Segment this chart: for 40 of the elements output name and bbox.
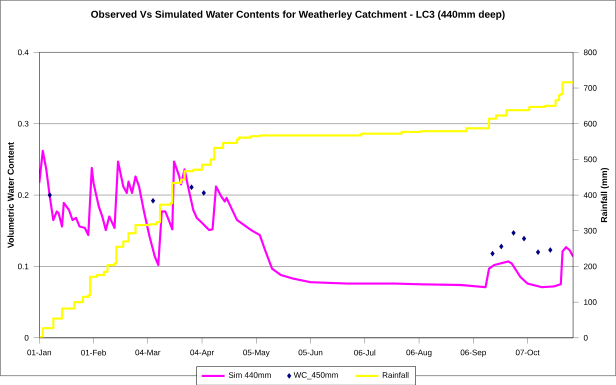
point — [499, 244, 504, 249]
x-tick-label: 04-Apr — [190, 349, 214, 357]
point — [522, 236, 526, 242]
y-axis-title: Volumetric Water Content — [7, 142, 14, 248]
y2-tick-label: 800 — [584, 49, 597, 55]
x-tick-label: 05-Jun — [298, 349, 322, 356]
y2-tick-label: 400 — [584, 192, 597, 198]
legend-label: Sim 440mm — [228, 372, 271, 378]
point — [189, 184, 194, 190]
chart-title: Observed Vs Simulated Water Contents for Weatherley Catchment - LC3 (440mm deep) — [91, 10, 505, 20]
y-tick-label: 0.1 — [18, 263, 28, 270]
point — [511, 230, 516, 236]
y2-tick-label: 700 — [584, 84, 597, 91]
point — [536, 249, 540, 255]
x-tick-label: 06-Sep — [460, 349, 486, 357]
y-tick-label: 0.4 — [18, 49, 29, 55]
x-tick-label: 07-Oct — [516, 349, 540, 356]
y2-axis-title: Rainfall (mm) — [600, 168, 609, 222]
x-tick-label: 06-Aug — [406, 349, 432, 357]
x-tick-label: 04-Mar — [135, 349, 160, 356]
y-tick-label: 0.2 — [18, 192, 28, 198]
x-tick-label: 01-Feb — [81, 349, 106, 356]
legend-label: Rainfall — [382, 372, 408, 378]
y2-tick-label: 300 — [584, 228, 597, 234]
point — [202, 190, 206, 196]
line-series — [39, 150, 574, 288]
point — [150, 198, 156, 204]
y2-tick-label: 200 — [584, 263, 597, 270]
legend-label: WC_450mm — [294, 372, 338, 380]
y2-tick-label: 100 — [584, 299, 597, 305]
y-tick-label: 0 — [24, 334, 29, 340]
y-tick-label: 0.3 — [18, 120, 28, 126]
point — [548, 247, 552, 252]
x-tick-label: 06-Jul — [354, 349, 376, 356]
point — [490, 250, 495, 256]
x-tick-label: 01-Jan — [27, 349, 52, 356]
x-tick-label: 05-May — [243, 349, 270, 357]
y2-tick-label: 0 — [584, 334, 588, 340]
y2-tick-label: 500 — [584, 156, 597, 162]
y2-tick-label: 600 — [584, 120, 597, 126]
